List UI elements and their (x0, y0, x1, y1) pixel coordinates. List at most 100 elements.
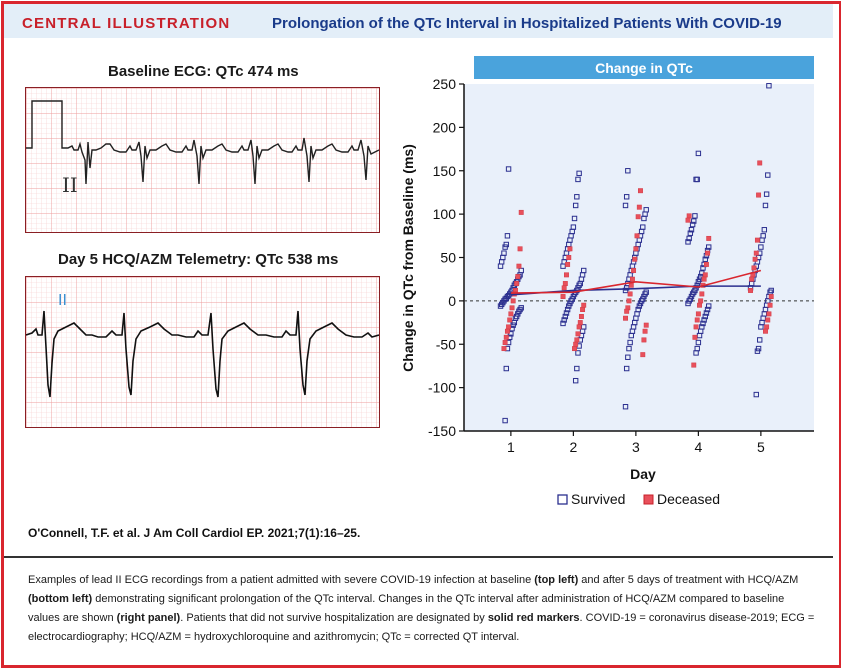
legend-deceased-marker (643, 494, 654, 505)
survived-point (626, 345, 632, 352)
survived-point (572, 377, 579, 384)
deceased-point (633, 246, 639, 252)
deceased-point (698, 298, 704, 304)
caption-bold-3: (right panel) (116, 612, 181, 624)
survived-point (686, 235, 692, 242)
survived-point (502, 417, 508, 424)
caption-bold-1: (top left) (534, 574, 579, 586)
deceased-point (515, 274, 521, 280)
caption-bold-4: solid red markers (487, 612, 580, 624)
deceased-point (701, 276, 707, 282)
deceased-point (706, 235, 712, 241)
y-tick-label: 100 (433, 206, 457, 222)
y-tick-label: -150 (428, 423, 456, 439)
deceased-point (692, 334, 698, 340)
deceased-point (581, 302, 587, 308)
x-tick-label: 5 (757, 439, 765, 455)
survived-point (687, 230, 694, 236)
deceased-point (572, 346, 577, 352)
deceased-point (757, 160, 763, 166)
deceased-point (508, 311, 514, 317)
deceased-point (576, 324, 582, 330)
survived-point (575, 350, 581, 356)
deceased-point (749, 276, 755, 282)
survived-point (766, 83, 772, 89)
deceased-point (565, 261, 571, 267)
deceased-point (561, 285, 567, 291)
survived-point (695, 279, 702, 285)
caption-text-1: Examples of lead II ECG recordings from … (28, 574, 535, 586)
deceased-point (567, 246, 573, 252)
survived-point (571, 215, 578, 222)
deceased-point (642, 328, 648, 334)
survived-point (625, 354, 631, 360)
survived-point (692, 213, 698, 219)
chart-header-bar (474, 56, 814, 79)
caption-text-5: . COVID-19 = coronavirus disease-2019; E… (28, 612, 815, 643)
deceased-point (628, 282, 634, 288)
survived-point (685, 239, 691, 245)
deceased-point (516, 263, 522, 269)
survived-point (700, 320, 706, 327)
central-illustration-label: CENTRAL ILLUSTRATION (22, 15, 231, 32)
title-banner: CENTRAL ILLUSTRATION Prolongation of the… (4, 4, 833, 38)
legend: Survived Deceased (557, 491, 720, 507)
survived-point (508, 331, 514, 337)
deceased-point (517, 246, 523, 252)
survived-point (753, 391, 759, 398)
deceased-point (564, 272, 569, 278)
caption-bold-2: (bottom left) (28, 593, 93, 605)
deceased-point (691, 362, 697, 368)
survived-point (693, 350, 699, 356)
deceased-point (507, 317, 513, 323)
figure-title: Prolongation of the QTc Interval in Hosp… (272, 15, 782, 32)
baseline-ecg-strip: II (25, 87, 380, 233)
deceased-point (501, 346, 507, 352)
survived-point (623, 194, 630, 200)
deceased-point (694, 317, 700, 323)
deceased-point (502, 340, 508, 345)
deceased-point (514, 281, 520, 286)
survived-point (695, 339, 702, 346)
survived-point (691, 218, 697, 224)
deceased-point (580, 307, 586, 313)
y-tick-label: 250 (433, 76, 457, 92)
y-tick-label: 150 (433, 163, 457, 179)
deceased-point (685, 217, 691, 223)
survived-point (702, 313, 708, 320)
deceased-point (695, 311, 701, 317)
deceased-point (509, 305, 515, 311)
deceased-point (575, 331, 581, 337)
survived-point (706, 244, 712, 250)
deceased-point (693, 324, 699, 330)
deceased-point (573, 341, 579, 347)
deceased-point (518, 209, 524, 215)
deceased-point (577, 320, 583, 326)
survived-point (503, 365, 509, 372)
survived-point (762, 202, 769, 209)
deceased-point (510, 298, 516, 304)
x-axis-label: Day (630, 466, 656, 482)
survived-point (625, 168, 631, 174)
caption: Examples of lead II ECG recordings from … (28, 571, 818, 647)
y-tick-label: -100 (428, 380, 456, 396)
deceased-point (766, 311, 772, 317)
deceased-point (699, 291, 705, 297)
deceased-point (767, 302, 773, 308)
deceased-point (578, 314, 584, 319)
survived-point (627, 339, 633, 346)
survived-point (497, 263, 504, 269)
survived-point (572, 202, 579, 209)
survived-point (502, 244, 508, 250)
deceased-point (626, 298, 632, 304)
deceased-point (635, 214, 641, 220)
survived-point (689, 221, 696, 228)
survived-point (622, 404, 629, 410)
deceased-point (643, 322, 649, 328)
deceased-point (702, 272, 708, 278)
survived-point (763, 191, 770, 197)
survived-point (641, 215, 647, 222)
y-tick-label: 50 (440, 250, 456, 266)
x-tick-label: 4 (694, 439, 702, 455)
x-tick-label: 2 (569, 439, 577, 455)
